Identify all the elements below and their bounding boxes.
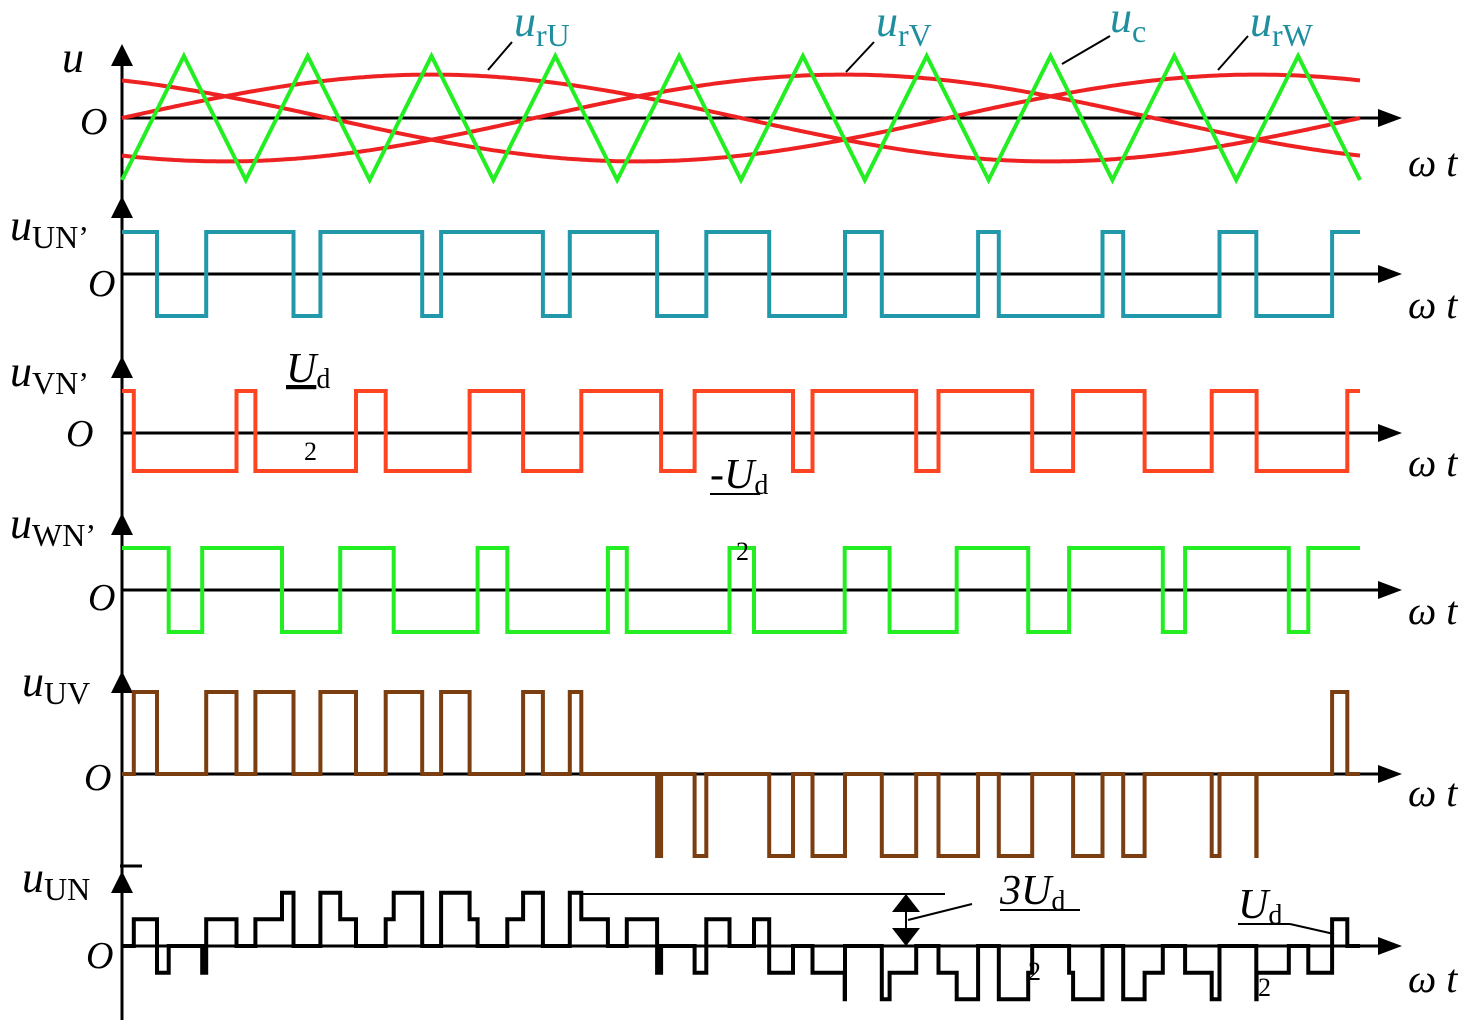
axis-arrow-panel-5 <box>1378 765 1402 783</box>
axis-arrow-panel-2 <box>1378 265 1402 283</box>
uVN-prime-wave <box>122 389 1360 473</box>
label-urU: urU <box>514 0 570 53</box>
three-ud-arrow-head-down <box>892 928 920 946</box>
vertical-axis-arrow-2 <box>111 196 133 218</box>
vertical-axis-arrow-5 <box>111 671 133 693</box>
waveforms <box>120 51 1362 1002</box>
omega-t-panel-1: ω t <box>1408 140 1458 185</box>
pointer-urW <box>1217 35 1249 71</box>
origin-panel-3: O <box>66 413 93 455</box>
label-uUN: uUN <box>22 853 90 907</box>
omega-t-panel-4: ω t <box>1408 588 1458 633</box>
uUN-wave <box>122 890 1360 1002</box>
uUV-wave <box>122 690 1360 858</box>
ud-small-pointer <box>1289 923 1335 935</box>
label-pointers <box>487 35 1249 73</box>
label-three-ud-num: 3Ud <box>999 868 1065 917</box>
label-three-ud-den: 2 <box>1028 957 1041 986</box>
origin-panel-1: O <box>80 101 107 143</box>
label-uUNp: uUN’ <box>10 201 89 255</box>
omega-t-panel-2: ω t <box>1408 282 1458 327</box>
origin-panel-2: O <box>88 263 115 305</box>
label-ud-neg-den: 2 <box>736 537 749 566</box>
axis-arrow-panel-1 <box>1378 109 1402 127</box>
reference-wave-U <box>121 72 1361 164</box>
three-ud-arrow-head-up <box>892 894 920 912</box>
vertical-axis-arrow-4 <box>111 513 133 535</box>
omega-t-panel-5: ω t <box>1408 770 1458 815</box>
label-urW: urW <box>1250 0 1314 53</box>
vertical-axis-arrow-1 <box>111 44 133 66</box>
uWN-prime-wave <box>122 546 1360 634</box>
reference-wave-W <box>121 72 1361 164</box>
axis-arrow-panel-4 <box>1378 581 1402 599</box>
label-uVNp: uVN’ <box>10 347 89 401</box>
origin-panel-6: O <box>86 935 113 977</box>
pointer-uc <box>1061 35 1111 65</box>
text-labels: u O urU urV uc urW ω t ω t ω t ω t ω t ω… <box>10 0 1458 1002</box>
label-u-axis: u <box>62 33 84 82</box>
carrier-wave <box>120 51 1362 185</box>
omega-t-panel-3: ω t <box>1408 440 1458 485</box>
label-ud-small-den: 2 <box>1258 973 1271 1002</box>
axis-arrow-panel-6 <box>1378 937 1402 955</box>
uUN-prime-wave <box>122 230 1360 318</box>
label-uc: uc <box>1110 0 1146 49</box>
pointer-urV <box>845 41 875 73</box>
omega-t-panel-6: ω t <box>1408 956 1458 1001</box>
label-ud-pos-den: 2 <box>304 437 317 466</box>
three-ud-pointer <box>907 903 973 921</box>
label-uWNp: uWN’ <box>10 499 96 553</box>
three-ud-marker <box>580 893 1335 944</box>
vertical-axis-arrow-3 <box>111 356 133 378</box>
pointer-urU <box>487 41 513 71</box>
label-uUV: uUV <box>22 657 90 711</box>
origin-panel-5: O <box>84 757 111 799</box>
label-ud-pos-num: Ud <box>286 346 330 395</box>
reference-wave-V <box>121 72 1361 164</box>
origin-panel-4: O <box>88 577 115 619</box>
label-urV: urV <box>876 0 932 53</box>
axis-arrow-panel-3 <box>1378 424 1402 442</box>
vertical-axis-arrow-6 <box>111 871 133 893</box>
